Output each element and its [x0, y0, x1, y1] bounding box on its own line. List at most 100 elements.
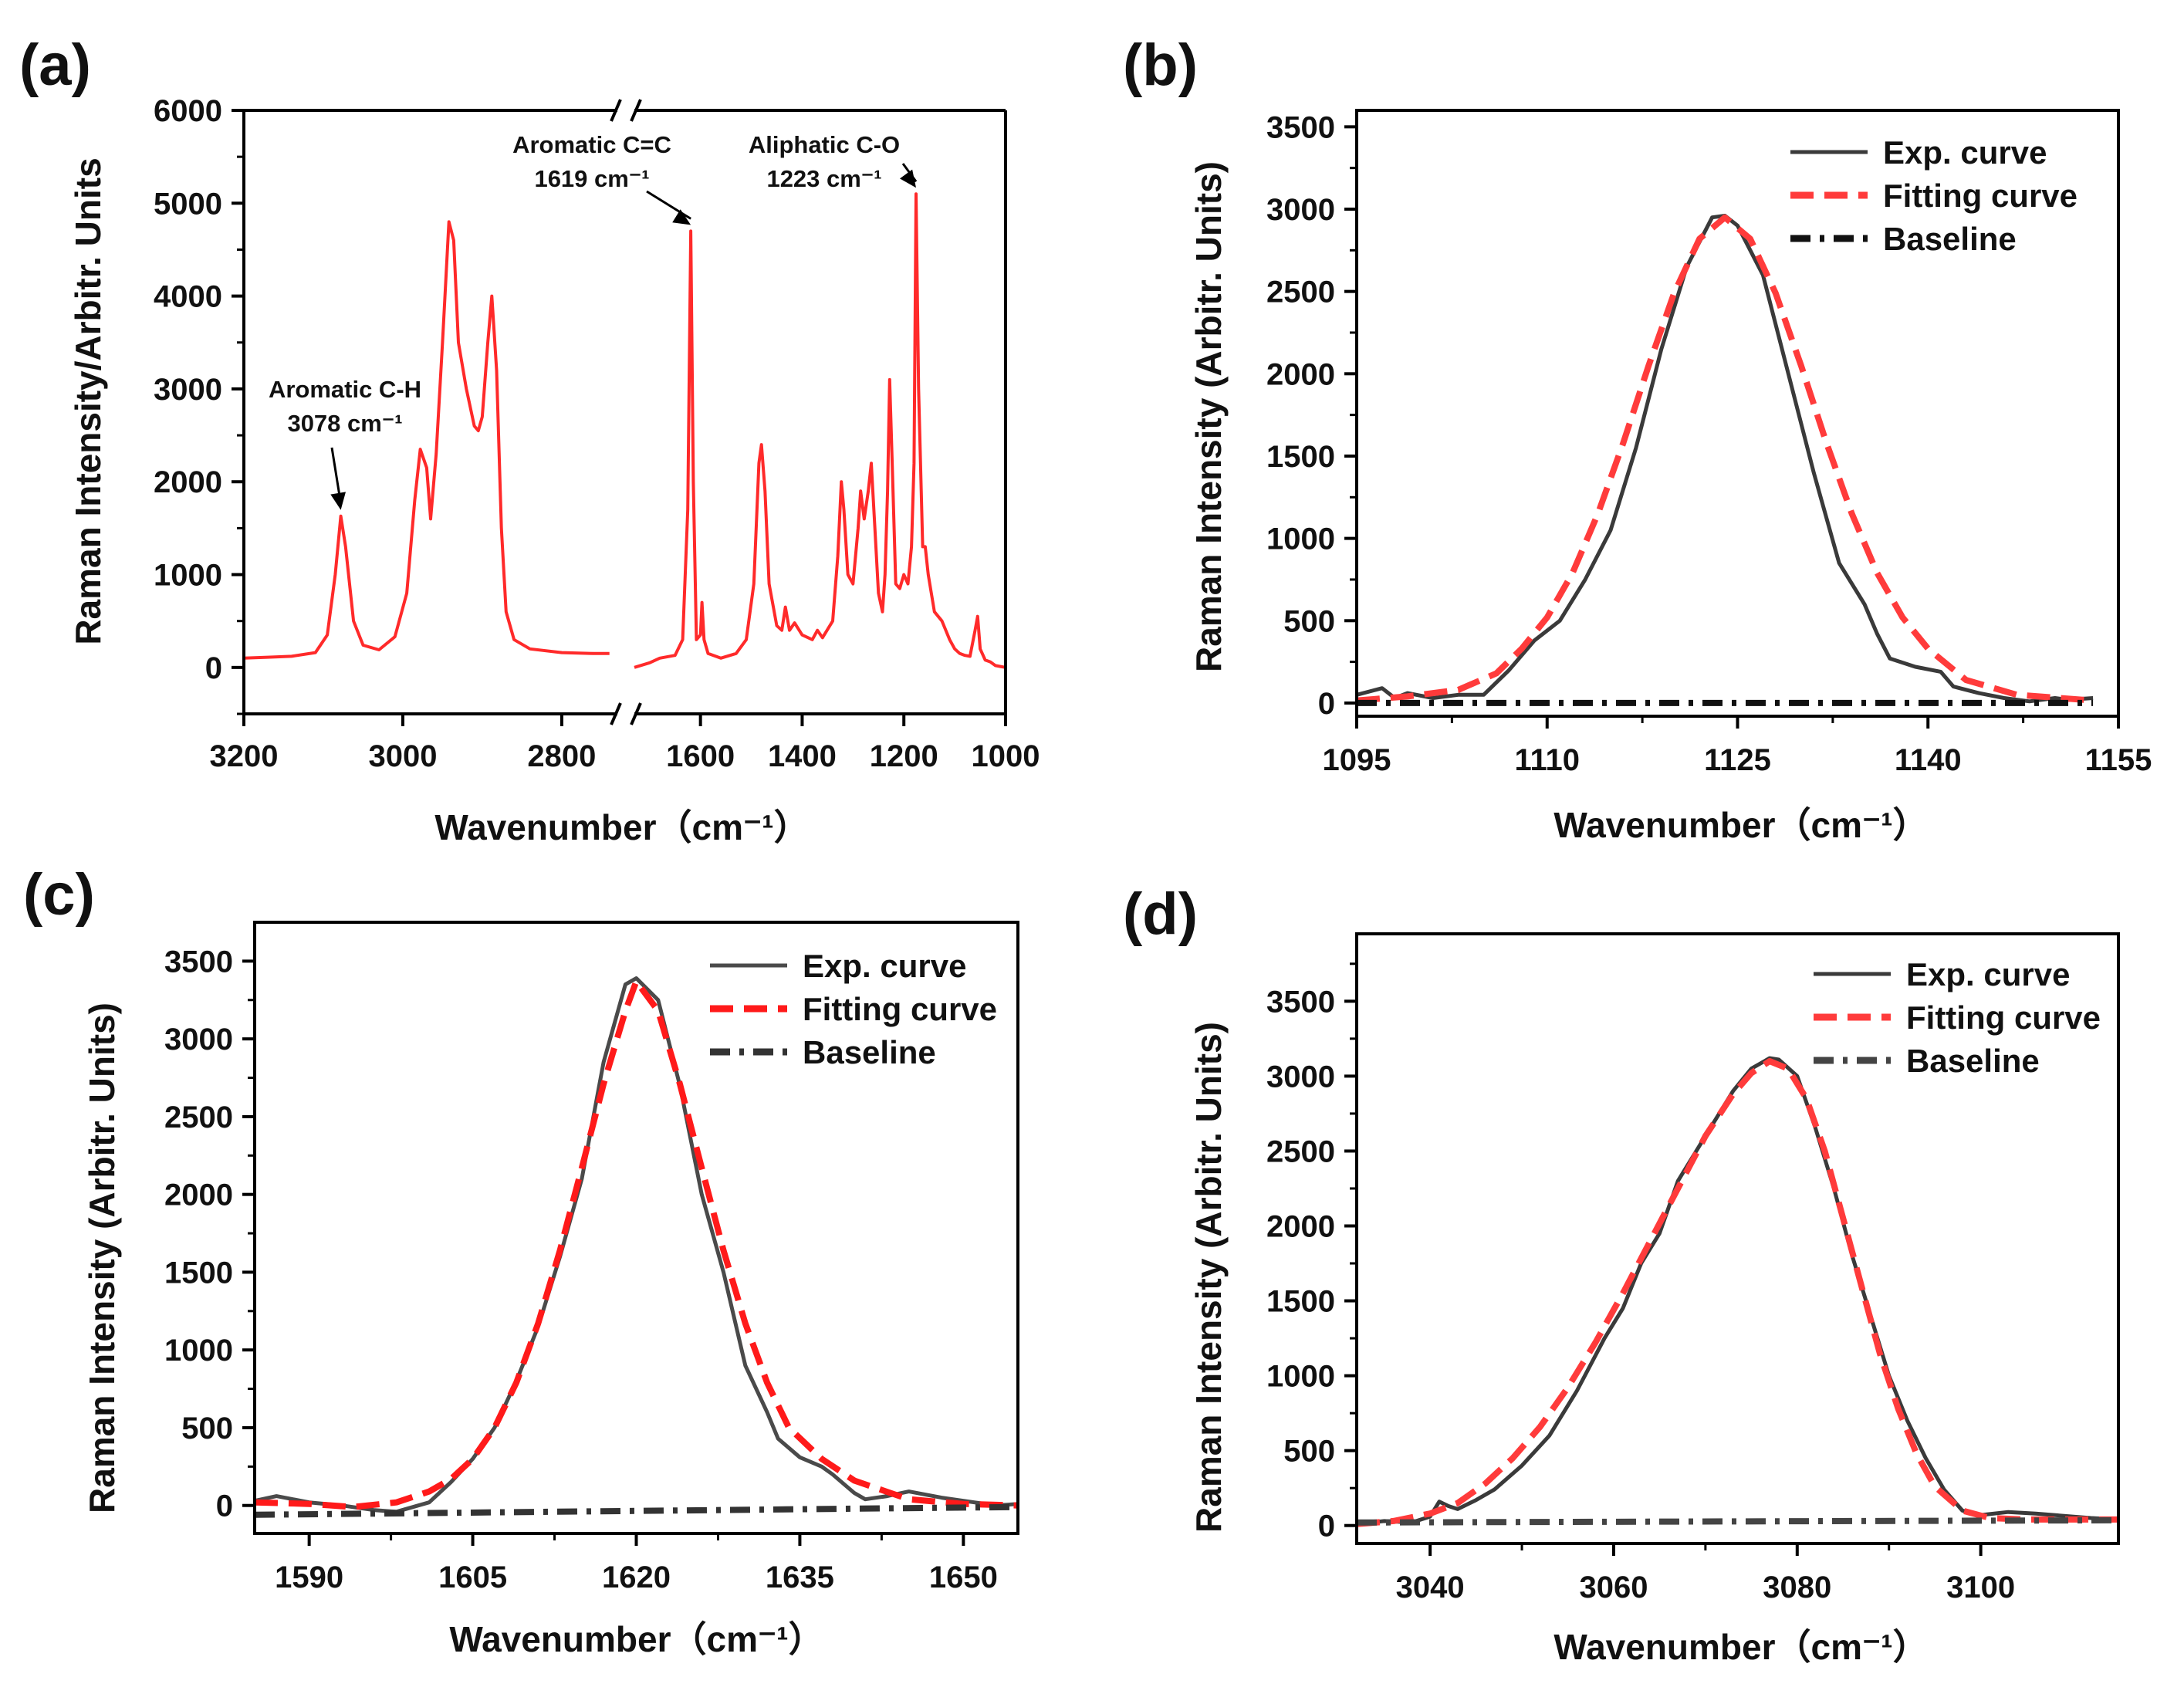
x-tick-label: 1635	[766, 1560, 834, 1594]
spectrum-segment-2	[634, 192, 1006, 669]
series-group-c	[255, 976, 1018, 1518]
series-line-exp-curve	[1357, 1056, 2118, 1527]
x-axis-title-c: Wavenumber（cm⁻¹）	[449, 1619, 823, 1659]
annotation-aromatic-ch-title: Aromatic C-H	[269, 376, 421, 403]
legend-label-2: Fitting curve	[1883, 178, 2078, 214]
y-axis-title-b: Raman Intensity (Arbitr. Units)	[1188, 161, 1229, 672]
x-tick-label: 1095	[1323, 743, 1391, 777]
y-tick-label: 3500	[164, 945, 233, 979]
y-tick-label: 1500	[1266, 1285, 1335, 1319]
panel-label-d: (d)	[1123, 881, 1198, 947]
annotation-aliphatic-co-arrowhead	[900, 169, 916, 188]
x-tick-label: 1200	[870, 739, 938, 773]
y-tick-label: 3000	[1266, 1060, 1335, 1094]
y-tick-label: 3000	[164, 1023, 233, 1057]
series-line-exp-curve	[1357, 214, 2094, 704]
y-tick-label: 2000	[154, 465, 222, 499]
annotation-aromatic-cc-arrowhead	[672, 209, 691, 225]
x-tick-label: 1000	[972, 739, 1040, 773]
y-tick-label: 1000	[1266, 522, 1335, 556]
legend-label-1: Exp. curve	[803, 948, 966, 984]
x-tick-label: 1650	[929, 1560, 998, 1594]
y-tick-label: 1000	[1266, 1360, 1335, 1394]
legend-label-2: Fitting curve	[803, 991, 997, 1027]
y-tick-label: 2500	[1266, 1134, 1335, 1168]
x-tick-label: 1590	[275, 1560, 343, 1594]
x-tick-label: 1600	[666, 739, 735, 773]
annotation-aromatic-ch-value: 3078 cm⁻¹	[287, 410, 402, 437]
annotation-aromatic-cc-arrow-line	[646, 190, 691, 220]
y-axis-title-c: Raman Intensity (Arbitr. Units)	[82, 1003, 122, 1513]
x-tick-label: 3060	[1579, 1571, 1648, 1604]
series-line-baseline	[1357, 1516, 2118, 1526]
legend-label-1: Exp. curve	[1906, 956, 2070, 992]
y-axis-title-d: Raman Intensity (Arbitr. Units)	[1188, 1022, 1229, 1533]
y-tick-label: 500	[1283, 604, 1335, 638]
panel-label-a: (a)	[19, 32, 91, 98]
x-tick-label: 3040	[1396, 1571, 1465, 1604]
y-tick-label: 1000	[164, 1334, 233, 1368]
y-tick-label: 1000	[154, 559, 222, 593]
annotation-aromatic-cc-value: 1619 cm⁻¹	[534, 165, 649, 192]
series-line-fitting-curve	[1357, 1058, 2118, 1527]
series-line-fitting-curve	[1357, 214, 2094, 704]
legend-label-2: Fitting curve	[1906, 999, 2101, 1036]
y-tick-label: 0	[1318, 1510, 1335, 1544]
legend-label-3: Baseline	[1883, 221, 2017, 257]
x-tick-label: 1155	[2085, 743, 2152, 777]
legend-label-3: Baseline	[1906, 1043, 2040, 1079]
series-line-baseline	[255, 1503, 1018, 1518]
x-tick-label: 2800	[527, 739, 596, 773]
y-tick-label: 1500	[1266, 440, 1335, 474]
x-tick-label: 3000	[368, 739, 437, 773]
y-tick-label: 3500	[1266, 110, 1335, 144]
panel-d: (d) Raman Intensity (Arbitr. Units) Wave…	[1123, 881, 2120, 1667]
axis-break-mark	[610, 99, 622, 122]
series-group-d	[1357, 1056, 2118, 1527]
panel-c: (c) Raman Intensity (Arbitr. Units) Wave…	[23, 862, 1019, 1659]
x-tick-label: 3080	[1763, 1571, 1831, 1604]
x-axis-title-b: Wavenumber（cm⁻¹）	[1553, 805, 1928, 845]
series-line-exp-curve	[255, 976, 1018, 1514]
x-tick-label: 1605	[438, 1560, 507, 1594]
panel-label-c: (c)	[23, 862, 95, 928]
axis-break-mark	[610, 702, 622, 725]
panel-b: (b) Raman Intensity (Arbitr. Units) Wave…	[1123, 32, 2152, 845]
y-tick-label: 2500	[164, 1101, 233, 1134]
y-tick-label: 0	[1318, 687, 1335, 721]
x-axis-title-d: Wavenumber（cm⁻¹）	[1553, 1627, 1928, 1667]
x-tick-label: 1125	[1704, 743, 1771, 777]
x-tick-label: 1140	[1895, 743, 1962, 777]
x-tick-label: 3200	[210, 739, 279, 773]
plot-frame-d	[1355, 932, 2120, 1545]
x-tick-label: 1400	[768, 739, 837, 773]
plot-area-d: 3040 3060 3080 3100 0 500 1000 1500 2000 2500 3000…	[1266, 932, 2120, 1604]
x-tick-label: 1620	[602, 1560, 671, 1594]
y-tick-label: 3000	[1266, 193, 1335, 227]
y-tick-label: 2000	[1266, 357, 1335, 391]
y-tick-label: 0	[216, 1489, 233, 1523]
series-line-fitting-curve	[255, 978, 1018, 1510]
y-tick-label: 5000	[154, 187, 222, 221]
y-tick-label: 500	[181, 1412, 233, 1445]
y-tick-label: 3500	[1266, 985, 1335, 1019]
legend-label-3: Baseline	[803, 1034, 936, 1070]
spectrum-segment-1	[243, 220, 610, 660]
y-tick-label: 500	[1283, 1435, 1335, 1469]
panel-label-b: (b)	[1123, 32, 1198, 98]
annotation-aromatic-cc-title: Aromatic C=C	[512, 131, 671, 158]
plot-area-a: 3200 3000 2800 1600 1400 1200 1000 0 1000 2000 300…	[154, 94, 1040, 773]
y-tick-label: 1500	[164, 1256, 233, 1290]
y-tick-label: 2000	[1266, 1210, 1335, 1244]
panel-a: (a) Raman Intensity/Arbitr. Units Wavenu…	[19, 32, 1040, 847]
annotation-aliphatic-co-title: Aliphatic C-O	[749, 131, 900, 158]
y-tick-label: 6000	[154, 94, 222, 128]
axis-break-mark	[630, 99, 642, 122]
x-axis-title-a: Wavenumber（cm⁻¹）	[434, 807, 809, 847]
y-tick-label: 2000	[164, 1178, 233, 1212]
y-axis-title-a: Raman Intensity/Arbitr. Units	[68, 157, 108, 644]
y-tick-label: 3000	[154, 373, 222, 407]
x-tick-label: 1110	[1514, 743, 1580, 777]
x-tick-label: 3100	[1946, 1571, 2015, 1604]
